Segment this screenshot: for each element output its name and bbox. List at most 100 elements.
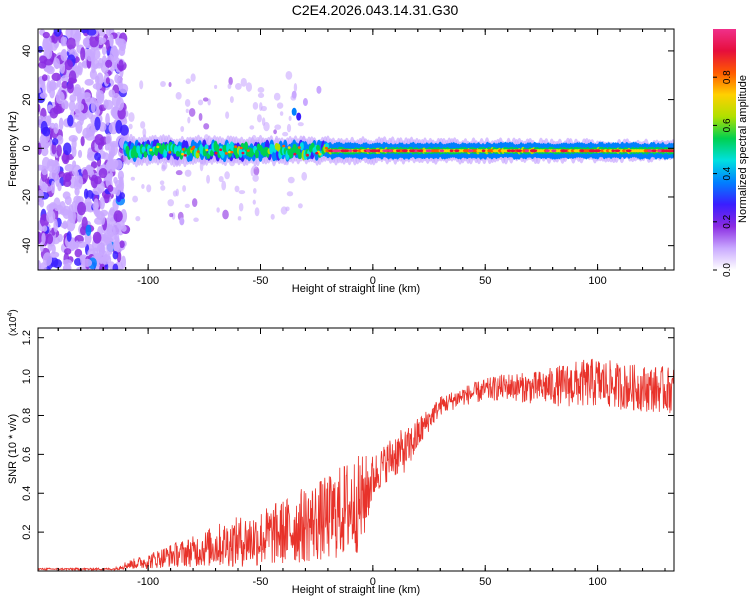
- spectrogram-cell: [54, 161, 61, 175]
- spectrogram-plot-area: [38, 29, 680, 270]
- snr-scale-label: (x104): [7, 309, 19, 336]
- spectrogram-cell: [105, 59, 113, 68]
- spectrogram-cell: [506, 149, 512, 153]
- spectrogram-cell: [328, 149, 335, 153]
- spectrogram-cell: [667, 149, 672, 153]
- spectrogram-cell: [241, 151, 245, 155]
- spectrogram-cell: [77, 149, 83, 159]
- spectrogram-cell: [90, 161, 98, 169]
- spectrogram-cell: [94, 252, 102, 263]
- spectrogram-cell: [102, 152, 110, 160]
- spectrogram-cell: [282, 144, 286, 148]
- spectrogram-cell: [205, 148, 209, 152]
- spectrogram-cell: [57, 171, 65, 178]
- spectrogram-cell: [285, 206, 290, 212]
- spectrogram-cell: [100, 212, 106, 225]
- spectrogram-cell: [417, 149, 424, 153]
- spectrogram-cell: [100, 37, 107, 44]
- spectrogram-cell: [50, 180, 56, 194]
- spectrogram-cell: [59, 208, 70, 216]
- spectrogram-cell: [225, 111, 230, 119]
- spectrogram-cell: [105, 174, 112, 188]
- spectrogram-cell: [128, 123, 133, 130]
- spectrogram-cell: [332, 149, 338, 153]
- spectrogram-cell: [39, 198, 45, 208]
- spectrogram-cell: [146, 184, 152, 193]
- spectrogram-cell: [219, 148, 223, 152]
- spectrogram-cell: [184, 169, 192, 177]
- spectrogram-cell: [611, 149, 615, 153]
- snr-y-tick-label: 1.2: [21, 330, 33, 345]
- spectrogram-cell: [175, 188, 180, 197]
- spectrogram-cell: [216, 207, 220, 213]
- spectrogram-x-label: Height of straight line (km): [292, 283, 420, 295]
- spectrogram-cell: [46, 233, 54, 245]
- spectrogram-cell: [84, 78, 94, 86]
- spectrogram-cell: [163, 148, 168, 158]
- spectrogram-cell: [254, 149, 259, 159]
- spectrogram-cell: [82, 92, 92, 100]
- spectrogram-cell: [239, 146, 243, 150]
- spectrogram-cell: [168, 151, 172, 154]
- spectrogram-cell: [188, 107, 196, 117]
- spectrogram-cell: [40, 140, 50, 149]
- spectrogram-cell: [181, 148, 185, 151]
- spectrogram-cell: [198, 113, 203, 121]
- spectrogram-cell: [184, 99, 191, 107]
- spectrogram-cell: [230, 150, 234, 154]
- spectrogram-cell: [224, 171, 230, 180]
- spectrogram-cell: [39, 55, 48, 64]
- spectrogram-cell: [89, 69, 98, 80]
- spectrogram-cell: [551, 149, 557, 153]
- snr-y-tick-label: 0.8: [21, 408, 33, 423]
- spectrogram-cell: [245, 82, 253, 92]
- spectrogram-y-tick-label: 40: [21, 45, 33, 57]
- spectrogram-cell: [38, 103, 41, 113]
- spectrogram-cell: [193, 217, 199, 223]
- colorbar-tick-label: 0.0: [722, 263, 733, 277]
- spectrogram-cell: [64, 173, 71, 182]
- spectrogram-cell: [234, 145, 238, 149]
- spectrogram-cell: [382, 149, 389, 153]
- spectrogram-cell: [70, 29, 80, 39]
- spectrogram-cell: [135, 216, 141, 222]
- spectrogram-cell: [67, 114, 74, 127]
- spectrogram-cell: [112, 250, 119, 260]
- spectrogram-cell: [60, 49, 67, 62]
- spectrogram-cell: [82, 169, 89, 183]
- spectrogram-cell: [110, 45, 118, 56]
- spectrogram-cell: [63, 179, 72, 188]
- spectrogram-cell: [580, 149, 585, 153]
- spectrogram-cell: [46, 209, 56, 224]
- spectrogram-cell: [77, 201, 87, 216]
- snr-panel: -100 -50 0 50 100 0.2 0.4 0.6 0.8 1.0 1.2 Height …: [7, 309, 675, 596]
- spectrogram-cell: [250, 167, 254, 177]
- spectrogram-cell: [240, 77, 247, 87]
- spectrogram-cell: [182, 185, 187, 192]
- spectrogram-cell: [343, 149, 350, 153]
- spectrogram-cell: [51, 72, 61, 82]
- spectrogram-cell: [468, 149, 474, 153]
- spectrogram-cell: [105, 133, 112, 146]
- spectrogram-cell: [184, 203, 190, 208]
- spectrogram-cell: [86, 29, 97, 36]
- spectrogram-cell: [238, 202, 244, 212]
- spectrogram-cell: [562, 149, 567, 153]
- spectrogram-cell: [285, 70, 293, 80]
- spectrogram-cell: [53, 29, 62, 37]
- spectrogram-cell: [187, 116, 191, 124]
- spectrogram-cell: [49, 251, 60, 258]
- snr-x-tick-label: 50: [479, 576, 491, 588]
- spectrogram-cell: [132, 195, 139, 203]
- spectrogram-cell: [316, 144, 321, 151]
- spectrogram-cell: [315, 151, 319, 155]
- spectrogram-cell: [253, 188, 257, 194]
- spectrogram-cell: [288, 115, 292, 121]
- colorbar-tick-label: 0.4: [722, 166, 733, 180]
- spectrogram-cell: [299, 142, 304, 151]
- spectrogram-cell: [261, 117, 266, 126]
- spectrogram-cell: [614, 149, 621, 153]
- spectrogram-cell: [676, 148, 680, 154]
- spectrogram-cell: [73, 113, 84, 120]
- spectrogram-cell: [228, 76, 233, 86]
